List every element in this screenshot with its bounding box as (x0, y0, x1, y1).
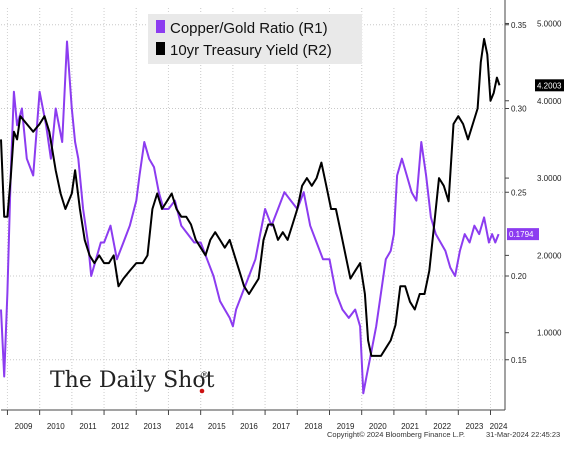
series-group (0, 37, 501, 395)
watermark: The Daily Shot ® (50, 368, 215, 394)
grid (1, 8, 505, 410)
legend-swatch-copper-gold (156, 20, 165, 33)
x-tick-label: 2023 (466, 422, 484, 431)
y-right-tick-label: 5.0000 (537, 19, 562, 28)
legend: Copper/Gold Ratio (R1) 10yr Treasury Yie… (148, 14, 362, 64)
x-tick-label: 2009 (15, 422, 33, 431)
footer-copyright: Copyright© 2024 Bloomberg Finance L.P. (327, 430, 465, 439)
series-line-copper-gold (0, 40, 500, 395)
x-tick-label: 2013 (143, 422, 161, 431)
axes: 0.15 0.20 0.25 0.30 0.35 1.0000 2.0000 3.0000 4.… (1, 0, 564, 431)
y-right-tick-label: 3.0000 (537, 174, 562, 183)
x-tick-label: 2022 (433, 422, 451, 431)
x-tick-label: 2019 (337, 422, 355, 431)
x-tick-label: 2016 (240, 422, 258, 431)
last-value-label-copper-gold: 0.1794 (509, 230, 534, 239)
x-tick-label: 2010 (47, 422, 65, 431)
y-left-tick-label: 0.30 (511, 105, 527, 114)
y-left-tick-label: 0.25 (511, 188, 527, 197)
legend-label-copper-gold: Copper/Gold Ratio (R1) (170, 20, 328, 37)
legend-background (148, 14, 362, 64)
watermark-dot (199, 388, 205, 394)
last-value-tag-copper-gold (507, 228, 539, 241)
series-line-treasury (0, 37, 501, 357)
legend-label-treasury: 10yr Treasury Yield (R2) (170, 42, 332, 59)
x-tick-label: 2014 (176, 422, 194, 431)
y-left-tick-label: 0.35 (511, 21, 527, 30)
plot-background (1, 8, 505, 410)
x-tick-label: 2021 (401, 422, 419, 431)
y-right-tick-label: 2.0000 (537, 251, 562, 260)
x-tick-label: 2020 (369, 422, 387, 431)
x-tick-label: 2015 (208, 422, 226, 431)
y-left-tick-label: 0.20 (511, 272, 527, 281)
y-right-tick-label: 4.0000 (537, 97, 562, 106)
footer-timestamp: 31-Mar-2024 22:45:23 (486, 430, 560, 439)
trademark-symbol: ® (201, 370, 208, 380)
x-tick-label: 2024 (490, 422, 508, 431)
legend-swatch-treasury (156, 42, 165, 55)
y-right-tick-label: 1.0000 (537, 329, 562, 338)
watermark-text: The Daily Shot (50, 368, 215, 393)
x-tick-label: 2017 (272, 422, 290, 431)
last-value-tag-treasury (535, 79, 564, 92)
last-value-label-treasury: 4.2003 (537, 81, 562, 90)
x-tick-label: 2011 (79, 422, 97, 431)
x-tick-label: 2012 (111, 422, 129, 431)
y-left-tick-label: 0.15 (511, 356, 527, 365)
x-tick-label: 2018 (304, 422, 322, 431)
